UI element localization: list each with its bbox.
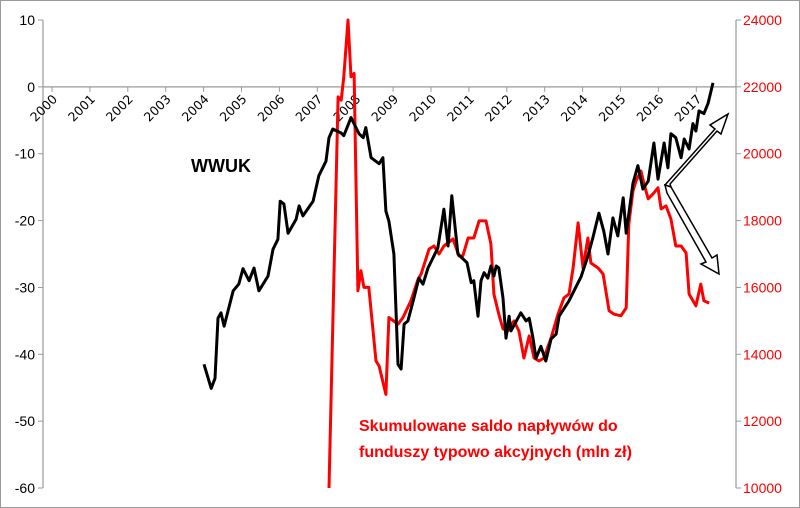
flows-label-line1: Skumulowane saldo napływów do	[359, 418, 618, 435]
x-tick-label: 2015	[596, 91, 629, 124]
x-tick-label: 2008	[330, 91, 363, 124]
x-tick-label: 2004	[179, 91, 212, 124]
x-tick-label: 2001	[65, 91, 98, 124]
right-tick-label: 16000	[743, 279, 782, 295]
x-tick-label: 2012	[482, 91, 515, 124]
arrow-down-icon	[663, 183, 720, 276]
x-tick-label: 2009	[368, 91, 401, 124]
x-tick-label: 2006	[254, 91, 287, 124]
left-tick-label: -30	[15, 279, 35, 295]
left-tick-label: -40	[15, 346, 35, 362]
left-tick-label: -60	[15, 480, 35, 496]
x-tick-label: 2010	[406, 91, 439, 124]
right-tick-label: 24000	[743, 12, 782, 28]
x-tick-label: 2007	[292, 91, 325, 124]
right-tick-label: 14000	[743, 346, 782, 362]
fund-flows-series-line	[327, 18, 710, 489]
right-tick-label: 18000	[743, 213, 782, 229]
trend-arrows	[663, 112, 730, 276]
left-tick-label: -50	[15, 413, 35, 429]
x-tick-label: 2011	[444, 91, 477, 124]
x-tick-label: 2003	[141, 91, 174, 124]
right-tick-label: 10000	[743, 480, 782, 496]
left-tick-label: 10	[19, 12, 35, 28]
flows-label-line2: funduszy typowo akcyjnych (mln zł)	[359, 444, 632, 461]
left-tick-label: 0	[27, 79, 35, 95]
series-layer	[202, 18, 715, 489]
x-tick-label: 2016	[633, 91, 666, 124]
x-tick-label: 2014	[558, 91, 591, 124]
right-tick-label: 20000	[743, 146, 782, 162]
left-tick-label: -10	[15, 146, 35, 162]
right-tick-label: 12000	[743, 413, 782, 429]
x-tick-label: 2005	[217, 91, 250, 124]
right-tick-label: 22000	[743, 79, 782, 95]
x-tick-label: 2013	[520, 91, 553, 124]
left-tick-label: -20	[15, 213, 35, 229]
x-tick-label: 2002	[103, 91, 136, 124]
wwuk-series-line	[202, 82, 715, 390]
arrow-up-icon	[663, 112, 730, 189]
x-tick-label: 2017	[671, 91, 704, 124]
wwuk-label: WWUK	[191, 156, 251, 176]
